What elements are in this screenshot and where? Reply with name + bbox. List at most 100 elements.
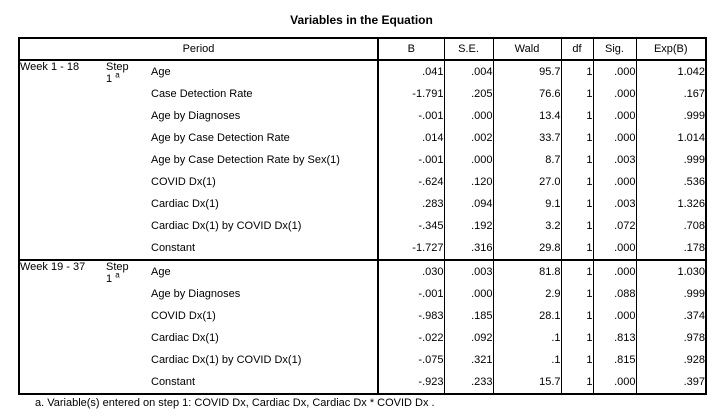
cell-expb: .536 bbox=[635, 171, 706, 193]
cell-expb: .999 bbox=[635, 149, 706, 171]
cell-df: 1 bbox=[560, 283, 593, 305]
table-footnote: a. Variable(s) entered on step 1: COVID … bbox=[35, 397, 435, 409]
cell-expb: .928 bbox=[635, 349, 706, 371]
table-title: Variables in the Equation bbox=[290, 13, 433, 27]
period-cell: Week 1 - 18 bbox=[20, 61, 80, 73]
cell-expb: .708 bbox=[635, 215, 706, 237]
table-row: COVID Dx(1) -.983.185 28.1 1.000.374 bbox=[19, 305, 706, 327]
table-row: Cardiac Dx(1) by COVID Dx(1) -.075.321.1 1… bbox=[19, 349, 706, 371]
cell-expb: .397 bbox=[635, 371, 706, 394]
cell-expb: .178 bbox=[635, 237, 706, 260]
cell-b: -.001 bbox=[377, 283, 444, 305]
cell-se: .000 bbox=[443, 149, 493, 171]
cell-b: -.983 bbox=[377, 305, 444, 327]
cell-b: -.075 bbox=[377, 349, 444, 371]
cell-expb: 1.042 bbox=[635, 60, 706, 83]
cell-b: -.022 bbox=[377, 327, 444, 349]
step-cell: Step 1 a bbox=[106, 259, 151, 394]
table-row: Cardiac Dx(1) by COVID Dx(1) -.345.192 3.2… bbox=[19, 215, 706, 237]
cell-sig: .003 bbox=[592, 193, 636, 215]
cell-b: -1.727 bbox=[377, 237, 444, 260]
cell-df: 1 bbox=[560, 105, 593, 127]
variables-in-equation-table: Period B S.E. Wald df Sig. Exp(B) Week 1… bbox=[18, 37, 707, 395]
table-row: Case Detection Rate -1.791.205 76.6 1.000.1… bbox=[19, 83, 706, 105]
cell-df: 1 bbox=[560, 127, 593, 149]
cell-wald: 27.0 bbox=[492, 171, 561, 193]
table-row: Age by Case Detection Rate .014.002 33.7 1.… bbox=[19, 127, 706, 149]
cell-wald: 8.7 bbox=[492, 149, 561, 171]
variable-cell: COVID Dx(1) bbox=[151, 176, 216, 188]
variable-cell: Age bbox=[151, 66, 171, 78]
cell-se: .003 bbox=[443, 259, 493, 283]
cell-wald: 15.7 bbox=[492, 371, 561, 394]
cell-sig: .088 bbox=[592, 283, 636, 305]
cell-wald: 9.1 bbox=[492, 193, 561, 215]
cell-se: .233 bbox=[443, 371, 493, 394]
footnote-marker: a bbox=[115, 70, 120, 80]
cell-b: -.001 bbox=[377, 149, 444, 171]
cell-expb: .374 bbox=[635, 305, 706, 327]
table-row: Cardiac Dx(1) .283.094 9.1 1.003 1.326 bbox=[19, 193, 706, 215]
cell-wald: 2.9 bbox=[492, 283, 561, 305]
cell-wald: .1 bbox=[492, 349, 561, 371]
cell-df: 1 bbox=[560, 149, 593, 171]
cell-se: .092 bbox=[443, 327, 493, 349]
table-row: Age by Diagnoses -.001.000 2.9 1.088.999 bbox=[19, 283, 706, 305]
column-header-df: df bbox=[560, 38, 593, 61]
cell-wald: 81.8 bbox=[492, 259, 561, 283]
column-header-period: Period bbox=[19, 38, 378, 61]
cell-sig: .000 bbox=[592, 171, 636, 193]
cell-se: .321 bbox=[443, 349, 493, 371]
cell-sig: .000 bbox=[592, 127, 636, 149]
cell-b: -.345 bbox=[377, 215, 444, 237]
cell-sig: .000 bbox=[592, 83, 636, 105]
cell-expb: .999 bbox=[635, 283, 706, 305]
header-row: Period B S.E. Wald df Sig. Exp(B) bbox=[19, 38, 706, 61]
cell-sig: .000 bbox=[592, 305, 636, 327]
table-row: Constant -1.727.316 29.8 1.000.178 bbox=[19, 237, 706, 260]
column-header-expb: Exp(B) bbox=[635, 38, 706, 61]
column-header-se: S.E. bbox=[443, 38, 493, 61]
cell-wald: 3.2 bbox=[492, 215, 561, 237]
cell-sig: .000 bbox=[592, 371, 636, 394]
cell-b: -.624 bbox=[377, 171, 444, 193]
cell-se: .004 bbox=[443, 60, 493, 83]
cell-df: 1 bbox=[560, 83, 593, 105]
table-row: Week 1 - 18 Step 1 a Age .041.004 95.7 1.000 1.… bbox=[19, 60, 706, 85]
variable-cell: Constant bbox=[151, 376, 196, 388]
cell-sig: .000 bbox=[592, 237, 636, 260]
cell-sig: .000 bbox=[592, 259, 636, 283]
variable-cell: Cardiac Dx(1) bbox=[151, 332, 219, 344]
cell-b: -.001 bbox=[377, 105, 444, 127]
column-header-sig: Sig. bbox=[592, 38, 636, 61]
cell-wald: 95.7 bbox=[492, 60, 561, 83]
cell-se: .205 bbox=[443, 83, 493, 105]
cell-b: .014 bbox=[377, 127, 444, 149]
cell-se: .000 bbox=[443, 105, 493, 127]
cell-expb: .999 bbox=[635, 105, 706, 127]
step-number: 1 a bbox=[106, 270, 120, 285]
cell-expb: 1.014 bbox=[635, 127, 706, 149]
step-number: 1 a bbox=[106, 70, 120, 85]
cell-df: 1 bbox=[560, 371, 593, 394]
variable-cell: COVID Dx(1) bbox=[151, 310, 216, 322]
cell-se: .192 bbox=[443, 215, 493, 237]
variable-cell: Age by Case Detection Rate bbox=[151, 132, 290, 144]
cell-df: 1 bbox=[560, 349, 593, 371]
cell-expb: 1.030 bbox=[635, 259, 706, 283]
table-row: Week 19 - 37 Step 1 a Age .030.003 81.8 1.000 1… bbox=[19, 259, 706, 394]
cell-df: 1 bbox=[560, 215, 593, 237]
cell-expb: 1.326 bbox=[635, 193, 706, 215]
cell-b: .041 bbox=[377, 60, 444, 83]
cell-expb: .167 bbox=[635, 83, 706, 105]
variable-cell: Cardiac Dx(1) by COVID Dx(1) bbox=[151, 220, 302, 232]
cell-sig: .072 bbox=[592, 215, 636, 237]
cell-wald: 29.8 bbox=[492, 237, 561, 260]
table-row: COVID Dx(1) -.624.120 27.0 1.000.536 bbox=[19, 171, 706, 193]
variable-cell: Age by Diagnoses bbox=[151, 110, 241, 122]
cell-df: 1 bbox=[560, 305, 593, 327]
variable-cell: Constant bbox=[151, 242, 196, 254]
cell-se: .002 bbox=[443, 127, 493, 149]
cell-se: .316 bbox=[443, 237, 493, 260]
